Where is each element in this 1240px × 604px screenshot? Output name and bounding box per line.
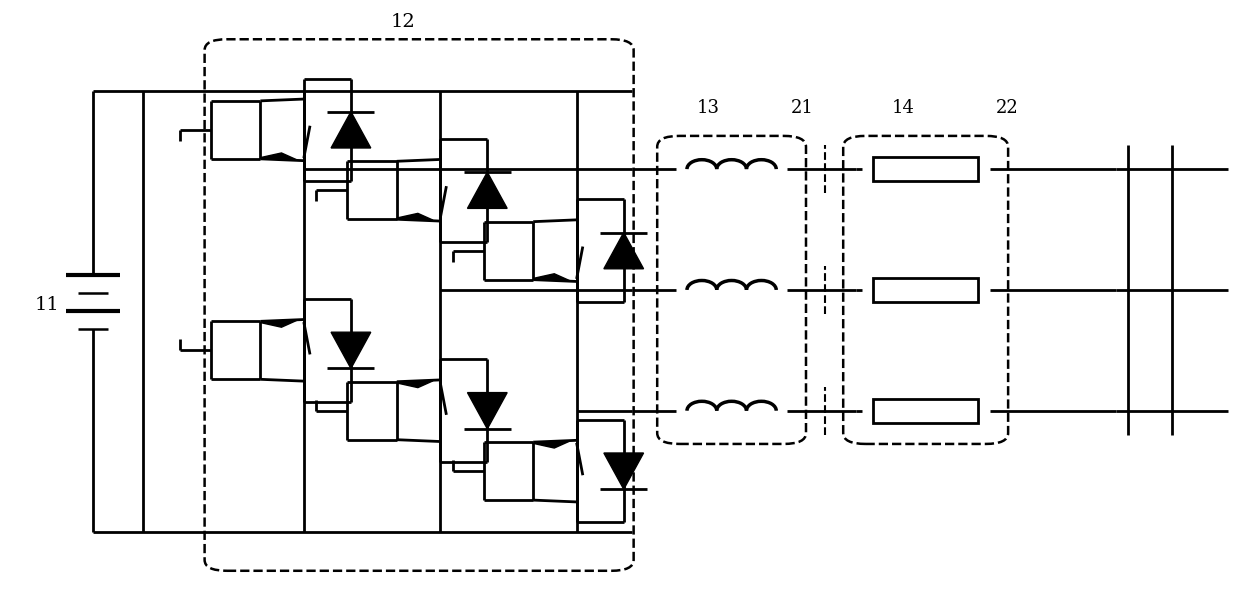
Polygon shape [260, 153, 296, 159]
Polygon shape [397, 381, 433, 388]
Polygon shape [533, 274, 569, 280]
Polygon shape [533, 442, 569, 448]
Polygon shape [467, 393, 507, 429]
Polygon shape [331, 332, 371, 368]
Text: 12: 12 [391, 13, 415, 31]
Polygon shape [467, 172, 507, 208]
Text: 13: 13 [697, 98, 719, 117]
Bar [873, 399, 978, 423]
Text: 21: 21 [791, 98, 813, 117]
Bar [873, 157, 978, 181]
Bar [873, 278, 978, 302]
Text: 14: 14 [892, 98, 914, 117]
Polygon shape [604, 453, 644, 489]
Polygon shape [604, 233, 644, 269]
Text: 11: 11 [35, 296, 60, 314]
Polygon shape [331, 112, 371, 148]
Polygon shape [260, 321, 296, 327]
Polygon shape [397, 213, 433, 220]
Text: 22: 22 [996, 98, 1018, 117]
